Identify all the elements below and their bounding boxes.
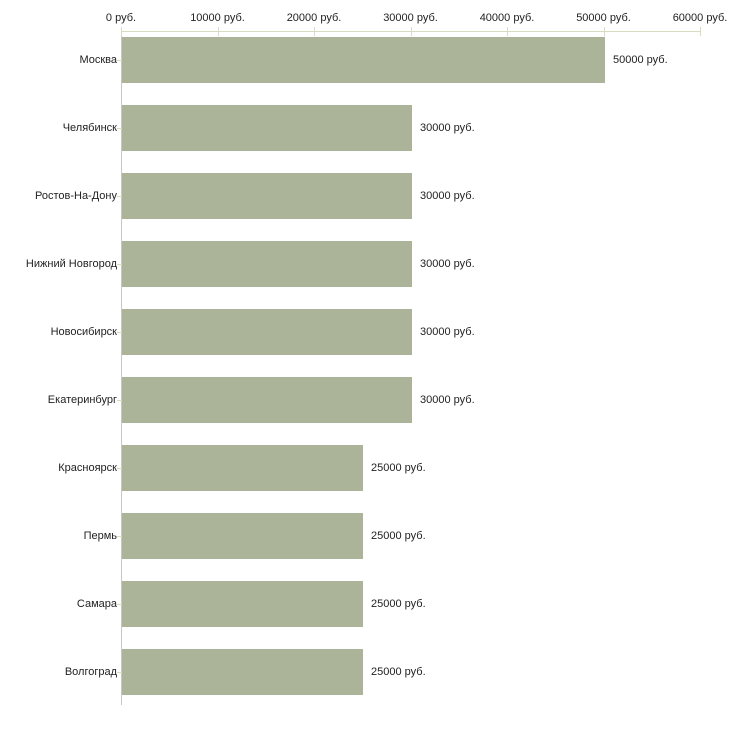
bar bbox=[122, 241, 412, 287]
category-label: Екатеринбург bbox=[47, 394, 117, 406]
x-tick-label: 50000 руб. bbox=[576, 12, 631, 24]
x-tick-mark bbox=[700, 27, 701, 36]
x-tick-label: 0 руб. bbox=[105, 12, 137, 24]
value-label: 25000 руб. bbox=[371, 598, 426, 610]
category-label: Челябинск bbox=[62, 122, 117, 134]
x-tick-mark bbox=[314, 27, 315, 36]
value-label: 30000 руб. bbox=[420, 122, 475, 134]
y-tick-mark bbox=[117, 468, 126, 469]
y-axis-line bbox=[121, 31, 122, 705]
category-label: Красноярск bbox=[58, 462, 117, 474]
y-tick-mark bbox=[117, 400, 126, 401]
y-tick-mark bbox=[117, 672, 126, 673]
category-label: Пермь bbox=[83, 530, 117, 542]
category-label: Москва bbox=[79, 54, 117, 66]
bar bbox=[122, 513, 363, 559]
value-label: 30000 руб. bbox=[420, 258, 475, 270]
x-tick-label: 40000 руб. bbox=[479, 12, 535, 24]
category-label: Новосибирск bbox=[50, 326, 117, 338]
category-label: Самара bbox=[76, 598, 117, 610]
bar bbox=[122, 309, 412, 355]
bar bbox=[122, 649, 363, 695]
x-tick-mark bbox=[410, 27, 412, 36]
category-label: Нижний Новгород bbox=[25, 258, 117, 270]
bar bbox=[122, 377, 412, 423]
x-tick-mark bbox=[507, 27, 508, 36]
x-tick-mark bbox=[217, 27, 219, 36]
category-label: Ростов-На-Дону bbox=[34, 190, 117, 202]
bar bbox=[122, 581, 363, 627]
bar bbox=[122, 37, 605, 83]
y-tick-mark bbox=[117, 128, 126, 129]
category-label: Волгоград bbox=[64, 666, 117, 678]
bar bbox=[122, 105, 412, 151]
value-label: 50000 руб. bbox=[613, 54, 668, 66]
value-label: 25000 руб. bbox=[371, 530, 426, 542]
bar bbox=[122, 173, 412, 219]
value-label: 25000 руб. bbox=[371, 666, 426, 678]
x-tick-mark bbox=[121, 27, 122, 36]
y-tick-mark bbox=[117, 60, 126, 61]
y-tick-mark bbox=[117, 604, 126, 605]
x-tick-label: 20000 руб. bbox=[286, 12, 342, 24]
y-tick-mark bbox=[117, 332, 126, 333]
y-tick-mark bbox=[117, 264, 126, 265]
x-tick-label: 10000 руб. bbox=[190, 12, 245, 24]
value-label: 30000 руб. bbox=[420, 190, 475, 202]
bar bbox=[122, 445, 363, 491]
x-tick-mark bbox=[603, 27, 605, 36]
value-label: 30000 руб. bbox=[420, 326, 475, 338]
y-tick-mark bbox=[117, 536, 126, 537]
value-label: 25000 руб. bbox=[371, 462, 426, 474]
x-tick-label: 30000 руб. bbox=[383, 12, 438, 24]
x-tick-label: 60000 руб. bbox=[672, 12, 728, 24]
y-tick-mark bbox=[117, 196, 126, 197]
value-label: 30000 руб. bbox=[420, 394, 475, 406]
